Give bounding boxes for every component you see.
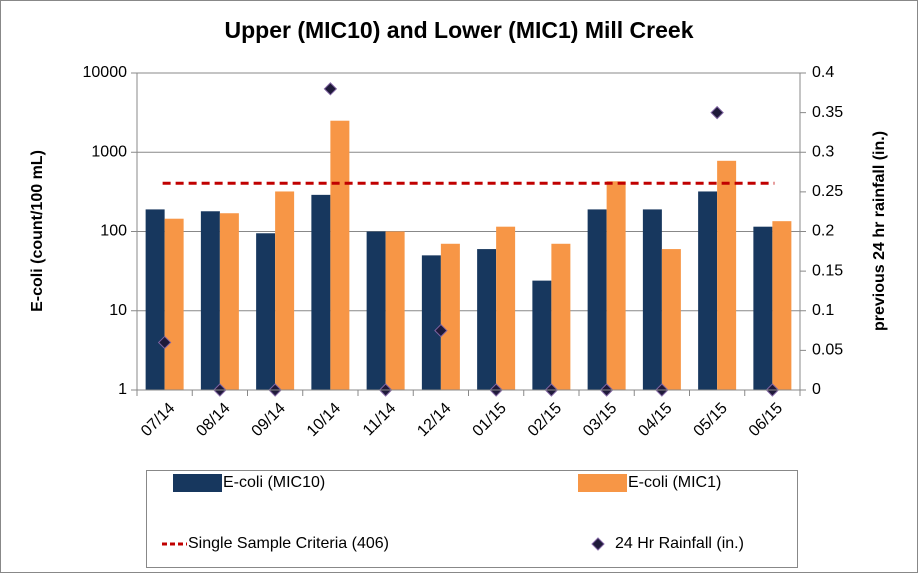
legend-label: E-coli (MIC10): [223, 474, 325, 491]
y2-tick-label: 0.1: [812, 302, 834, 319]
bar: [311, 194, 331, 390]
y2-tick-label: 0.4: [812, 64, 834, 81]
y-tick-label: 10: [109, 302, 127, 319]
bar: [385, 231, 405, 390]
y2-tick-label: 0.15: [812, 262, 843, 279]
bar: [717, 160, 737, 390]
legend-label: E-coli (MIC1): [628, 474, 721, 491]
bar: [440, 243, 460, 390]
legend-swatch: [173, 474, 222, 492]
y2-axis-label: previous 24 hr rainfall (in.): [871, 131, 888, 331]
y2-tick-label: 0.3: [812, 143, 834, 160]
legend-swatch: [591, 537, 605, 551]
bar: [145, 209, 165, 390]
bar: [587, 209, 607, 390]
y-tick-label: 10000: [83, 64, 128, 81]
bar: [551, 243, 571, 390]
bar: [219, 213, 239, 390]
y2-tick-label: 0.2: [812, 223, 834, 240]
bar: [421, 255, 441, 390]
y2-tick-label: 0.25: [812, 183, 843, 200]
bar: [698, 191, 718, 390]
rainfall-point: [157, 335, 172, 350]
bar: [642, 209, 662, 390]
bar: [606, 181, 626, 390]
y2-tick-label: 0.05: [812, 342, 843, 359]
bar: [496, 226, 516, 390]
y2-tick-label: 0: [812, 381, 821, 398]
bar: [256, 233, 276, 390]
chart-title: Upper (MIC10) and Lower (MIC1) Mill Cree…: [224, 17, 693, 43]
legend-swatch: [578, 474, 627, 492]
rainfall-point: [710, 105, 724, 120]
rainfall-point: [323, 82, 338, 96]
bar: [164, 218, 184, 390]
bar: [275, 191, 295, 390]
y2-tick-label: 0.35: [812, 104, 843, 121]
legend-box: [146, 470, 798, 568]
rainfall-point: [434, 323, 448, 338]
bar: [330, 120, 350, 390]
legend-label: 24 Hr Rainfall (in.): [615, 535, 744, 552]
bar: [661, 249, 681, 390]
y-tick-label: 100: [100, 223, 127, 240]
bar: [366, 231, 386, 390]
bar: [532, 280, 552, 390]
bar: [477, 249, 497, 390]
y-tick-label: 1000: [91, 143, 127, 160]
bar: [772, 221, 792, 390]
y-tick-label: 1: [118, 381, 127, 398]
bar: [200, 211, 220, 390]
y-axis-label: E-coli (count/100 mL): [29, 150, 46, 312]
bar: [753, 226, 773, 390]
legend-label: Single Sample Criteria (406): [188, 535, 389, 552]
